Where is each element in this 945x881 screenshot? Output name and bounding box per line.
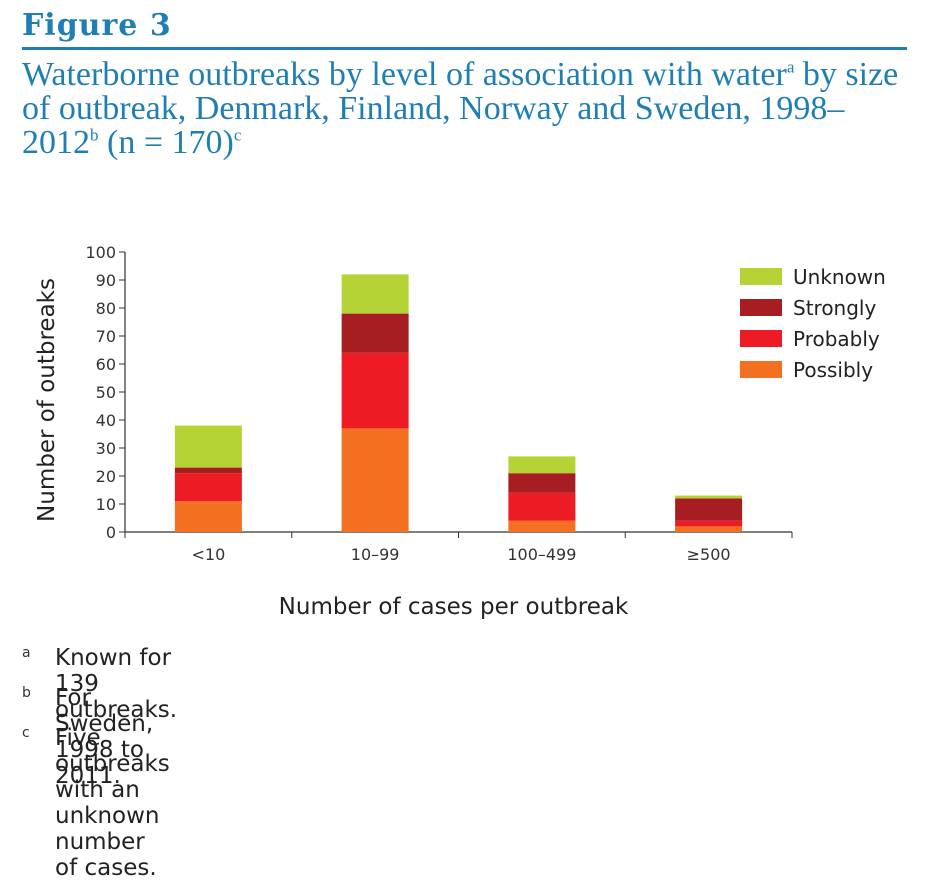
title-footnote-marker-b: b: [90, 125, 99, 145]
y-tick-label: 90: [96, 271, 116, 290]
bar-segment-strongly: [174, 467, 242, 474]
title-text-3: (n = 170): [98, 124, 234, 161]
x-tick-label: <10: [191, 545, 225, 564]
y-tick-label: 50: [96, 383, 116, 402]
bar-segment-unknown: [174, 425, 242, 468]
x-axis-title: Number of cases per outbreak: [279, 594, 629, 620]
bar-segment-unknown: [508, 456, 576, 474]
y-tick-label: 40: [96, 411, 116, 430]
bar-segment-probably: [508, 492, 576, 521]
y-tick-label: 80: [96, 299, 116, 318]
bar-segment-probably: [174, 473, 242, 502]
x-tick-label: ≥500: [687, 545, 731, 564]
title-text-2: by size of outbreak, Denmark, Finland, N…: [22, 56, 899, 161]
figure-label: Figure 3: [22, 8, 172, 43]
y-tick-label: 10: [96, 495, 116, 514]
legend-label-strongly: Strongly: [793, 296, 876, 320]
legend-swatch-unknown: [740, 268, 782, 285]
bar-segment-strongly: [675, 498, 743, 521]
footnote-marker: a: [22, 645, 31, 661]
bar-segment-possibly: [174, 501, 242, 532]
y-tick-label: 70: [96, 327, 116, 346]
bar-segment-possibly: [508, 520, 576, 532]
title-text-1: Waterborne outbreaks by level of associa…: [22, 56, 787, 93]
legend-label-unknown: Unknown: [793, 265, 886, 289]
footnote-marker: c: [22, 725, 30, 741]
bar-segment-possibly: [341, 428, 409, 532]
legend-label-possibly: Possibly: [793, 358, 873, 382]
x-tick-label: 10–99: [351, 545, 400, 564]
bar-segment-probably: [341, 352, 409, 429]
title-footnote-marker-c: c: [233, 125, 242, 145]
bar-segment-unknown: [341, 274, 409, 314]
y-tick-label: 100: [85, 243, 116, 262]
y-tick-label: 30: [96, 439, 116, 458]
y-tick-label: 60: [96, 355, 116, 374]
title-footnote-marker-a: a: [786, 57, 795, 77]
x-tick-label: 100–499: [507, 545, 576, 564]
bar-segment-possibly: [675, 526, 743, 532]
bar-segment-probably: [675, 520, 743, 527]
bar-segment-unknown: [675, 495, 743, 499]
footnote-marker: b: [22, 685, 31, 701]
legend-swatch-strongly: [740, 299, 782, 316]
y-tick-label: 20: [96, 467, 116, 486]
legend-swatch-probably: [740, 330, 782, 347]
stacked-bar-chart: 0 10 20 30 40 50 60 70 80 90 100 <10 10–99 100–499 ≥50…: [34, 243, 886, 620]
bar-segment-strongly: [508, 473, 576, 493]
y-axis-title: Number of outbreaks: [34, 278, 60, 522]
title-rule: [22, 47, 907, 50]
figure-title: Waterborne outbreaks by level of associa…: [22, 58, 912, 160]
legend-label-probably: Probably: [793, 327, 880, 351]
legend-swatch-possibly: [740, 361, 782, 378]
bar-segment-strongly: [341, 313, 409, 353]
footnote-text: Five outbreaks with an unknown number of…: [55, 725, 170, 881]
y-tick-label: 0: [106, 523, 116, 542]
footnote-text: Known for 139 outbreaks.: [55, 645, 178, 723]
